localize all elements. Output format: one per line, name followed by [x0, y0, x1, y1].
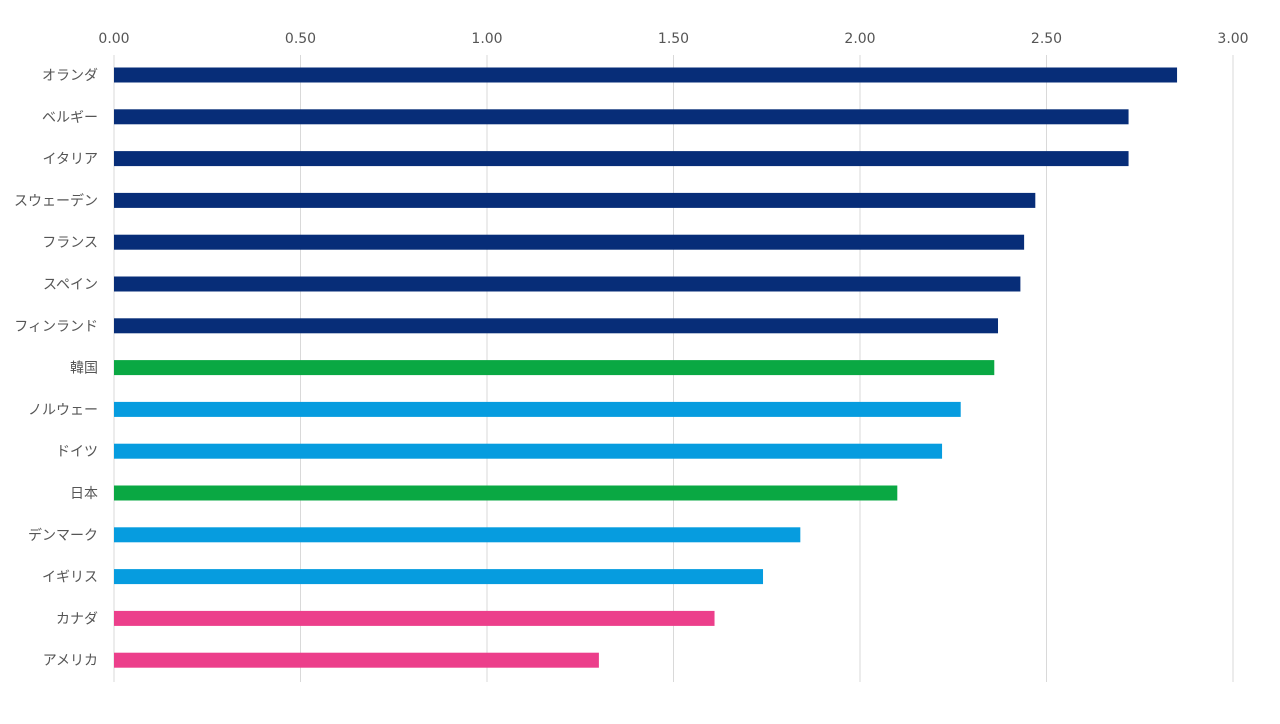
bar [114, 652, 599, 668]
x-tick-label: 0.50 [285, 31, 316, 47]
x-tick-label: 0.00 [98, 31, 129, 47]
category-labels: オランダベルギーイタリアスウェーデンフランススペインフィンランド韓国ノルウェード… [14, 68, 98, 669]
category-label: アメリカ [43, 653, 98, 669]
bar [114, 610, 715, 626]
category-label: デンマーク [28, 527, 98, 544]
category-label: イギリス [42, 570, 98, 586]
x-axis-ticks: 0.00 0.50 1.00 1.50 2.00 2.50 3.00 [98, 31, 1248, 47]
category-label: フランス [42, 235, 98, 251]
x-tick-label: 1.00 [471, 31, 502, 47]
category-label: スペイン [43, 277, 98, 293]
category-label: 韓国 [70, 361, 98, 377]
bar [114, 109, 1129, 125]
x-tick-label: 2.00 [844, 31, 875, 47]
bar [114, 360, 995, 376]
bar [114, 527, 801, 543]
category-label: カナダ [56, 611, 98, 627]
bar [114, 318, 999, 334]
bar [114, 192, 1036, 208]
bar [114, 569, 764, 585]
bar [114, 276, 1021, 292]
x-tick-label: 3.00 [1217, 31, 1248, 47]
bar [114, 401, 961, 417]
category-label: ドイツ [56, 444, 98, 460]
bars [114, 67, 1178, 668]
category-label: フィンランド [14, 319, 98, 335]
x-tick-label: 2.50 [1031, 31, 1062, 47]
bar [114, 443, 943, 459]
category-label: ベルギー [42, 110, 98, 126]
category-label: ノルウェー [28, 402, 98, 418]
bar [114, 234, 1025, 250]
category-label: スウェーデン [14, 192, 98, 209]
category-label: イタリア [43, 152, 98, 168]
bar [114, 485, 898, 501]
bar [114, 151, 1129, 167]
x-tick-label: 1.50 [658, 31, 689, 47]
category-label: オランダ [42, 68, 98, 84]
category-label: 日本 [70, 486, 98, 502]
bar [114, 67, 1178, 83]
